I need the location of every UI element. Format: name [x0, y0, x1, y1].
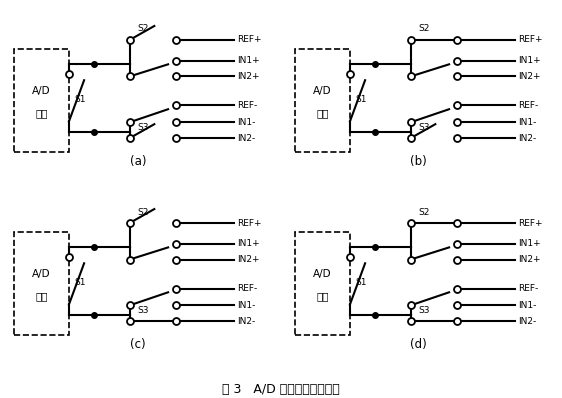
Text: A/D: A/D: [313, 86, 332, 96]
Text: IN2+: IN2+: [518, 72, 541, 81]
Bar: [14, 232, 69, 335]
Text: (c): (c): [130, 338, 146, 351]
Text: (a): (a): [130, 155, 146, 168]
Text: REF-: REF-: [237, 101, 257, 110]
Text: S2: S2: [419, 24, 430, 33]
Text: IN2-: IN2-: [237, 317, 255, 326]
Text: (d): (d): [410, 338, 427, 351]
Text: 器件: 器件: [35, 108, 48, 118]
Text: S1: S1: [74, 96, 85, 104]
Text: S3: S3: [419, 123, 430, 132]
Text: IN1+: IN1+: [237, 56, 260, 65]
Text: S1: S1: [74, 279, 85, 287]
Text: S2: S2: [138, 207, 149, 217]
Text: (b): (b): [410, 155, 427, 168]
Text: REF+: REF+: [518, 219, 542, 228]
Text: 器件: 器件: [316, 108, 329, 118]
Text: REF+: REF+: [518, 35, 542, 45]
Text: 图 3   A/D 器件的自校准过程: 图 3 A/D 器件的自校准过程: [222, 383, 340, 396]
Text: A/D: A/D: [313, 269, 332, 279]
Text: IN1-: IN1-: [237, 118, 255, 127]
Text: IN1+: IN1+: [518, 56, 541, 65]
Text: REF-: REF-: [518, 284, 538, 293]
Bar: [295, 49, 350, 152]
Text: S2: S2: [138, 24, 149, 33]
Text: S1: S1: [355, 96, 366, 104]
Text: IN2+: IN2+: [518, 255, 541, 264]
Text: IN2+: IN2+: [237, 72, 260, 81]
Text: S2: S2: [419, 207, 430, 217]
Text: IN1-: IN1-: [237, 301, 255, 310]
Text: S3: S3: [419, 306, 430, 315]
Text: 器件: 器件: [35, 291, 48, 301]
Text: IN2-: IN2-: [518, 134, 536, 143]
Text: IN1+: IN1+: [518, 239, 541, 248]
Text: A/D: A/D: [32, 269, 51, 279]
Bar: [14, 49, 69, 152]
Text: IN2-: IN2-: [237, 134, 255, 143]
Text: S3: S3: [138, 306, 149, 315]
Text: IN1-: IN1-: [518, 118, 536, 127]
Text: S1: S1: [355, 279, 366, 287]
Text: IN1-: IN1-: [518, 301, 536, 310]
Text: REF+: REF+: [237, 35, 261, 45]
Text: IN1+: IN1+: [237, 239, 260, 248]
Text: IN2-: IN2-: [518, 317, 536, 326]
Text: S3: S3: [138, 123, 149, 132]
Text: REF+: REF+: [237, 219, 261, 228]
Bar: [295, 232, 350, 335]
Text: REF-: REF-: [237, 284, 257, 293]
Text: A/D: A/D: [32, 86, 51, 96]
Text: IN2+: IN2+: [237, 255, 260, 264]
Text: REF-: REF-: [518, 101, 538, 110]
Text: 器件: 器件: [316, 291, 329, 301]
